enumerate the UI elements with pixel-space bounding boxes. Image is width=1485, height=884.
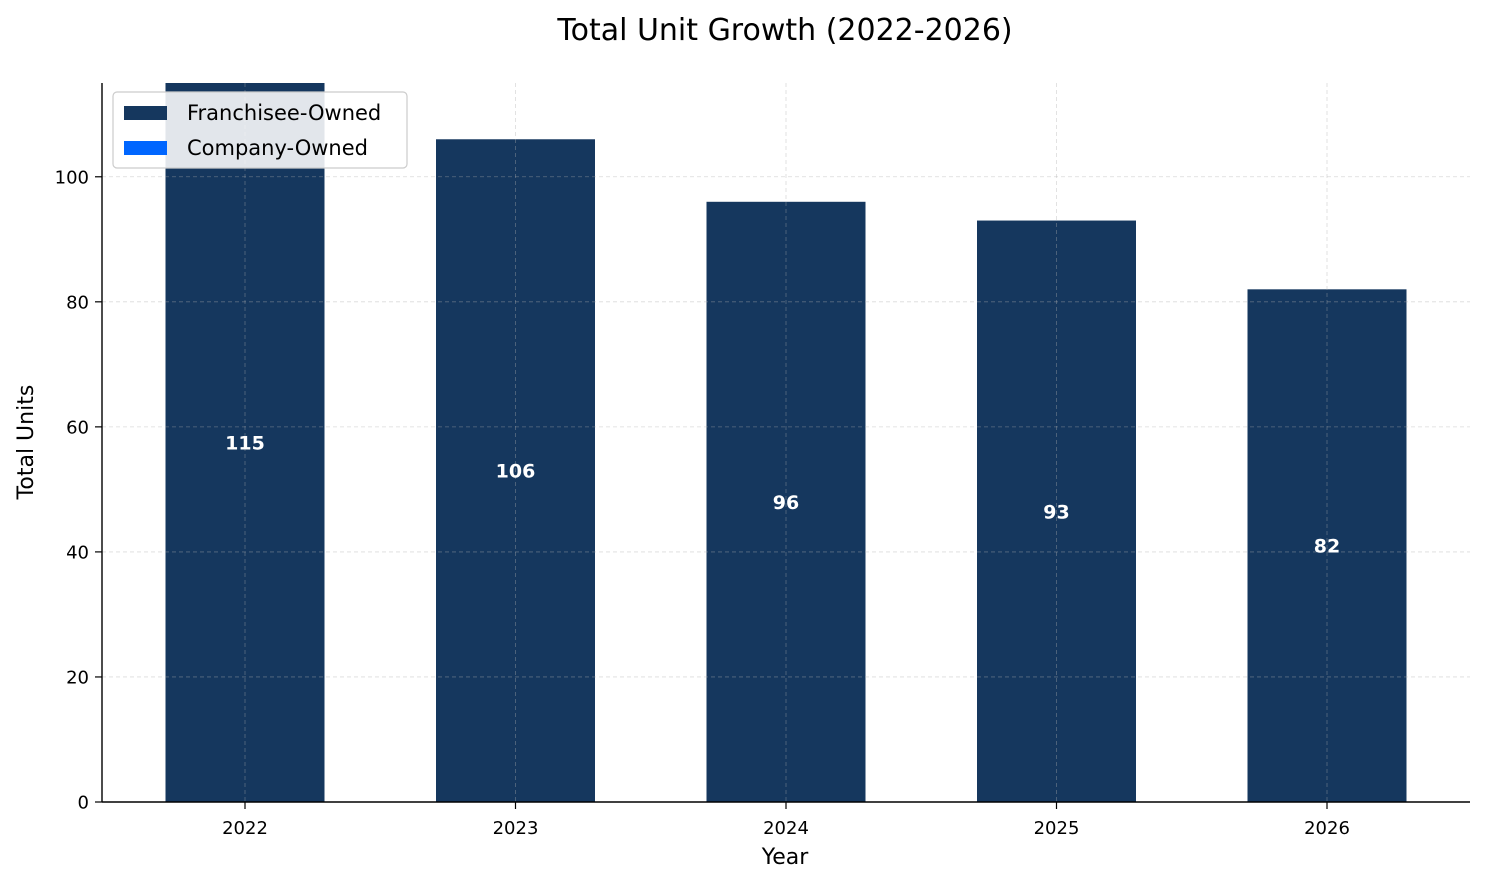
legend-label: Franchisee-Owned (187, 101, 381, 125)
chart-title: Total Unit Growth (2022-2026) (556, 13, 1012, 48)
bar-2026-series-0 (1247, 289, 1407, 802)
legend-swatch-1 (124, 141, 167, 155)
axes: 0 20 40 60 80 100 2022 2023 2024 2025 2026 (55, 83, 1470, 839)
bar-value-label: 82 (1314, 536, 1340, 558)
bars (165, 83, 1407, 803)
x-tick-label: 2023 (493, 818, 539, 839)
legend-label: Company-Owned (187, 136, 368, 160)
grid-lines (102, 83, 1470, 802)
bar-2024-series-0 (706, 201, 866, 802)
bar-value-labels: 115 106 96 93 82 (225, 433, 1340, 558)
bar-value-label: 93 (1043, 501, 1069, 523)
y-tick-label: 100 (55, 167, 89, 188)
y-tick-label: 0 (78, 793, 89, 814)
y-tick-label: 40 (66, 542, 89, 563)
bar-value-label: 96 (773, 492, 799, 514)
bar-2025-series-0 (977, 220, 1136, 802)
legend-box (112, 91, 408, 169)
y-axis-title: Total Units (14, 385, 39, 501)
legend: Franchisee-Owned Company-Owned (112, 91, 408, 169)
bar-2022-series-0 (165, 83, 325, 802)
y-tick-label: 60 (66, 417, 89, 438)
bar-value-label: 115 (225, 433, 265, 455)
x-tick-label: 2026 (1304, 818, 1350, 839)
bar-2023-series-0 (436, 139, 595, 803)
y-tick-label: 80 (66, 292, 89, 313)
legend-swatch-0 (124, 106, 167, 120)
x-tick-label: 2022 (222, 818, 268, 839)
bar-value-label: 106 (496, 461, 536, 483)
x-tick-label: 2025 (1034, 818, 1080, 839)
x-tick-label: 2024 (763, 818, 809, 839)
x-axis-title: Year (761, 845, 810, 870)
y-tick-label: 20 (66, 667, 89, 688)
